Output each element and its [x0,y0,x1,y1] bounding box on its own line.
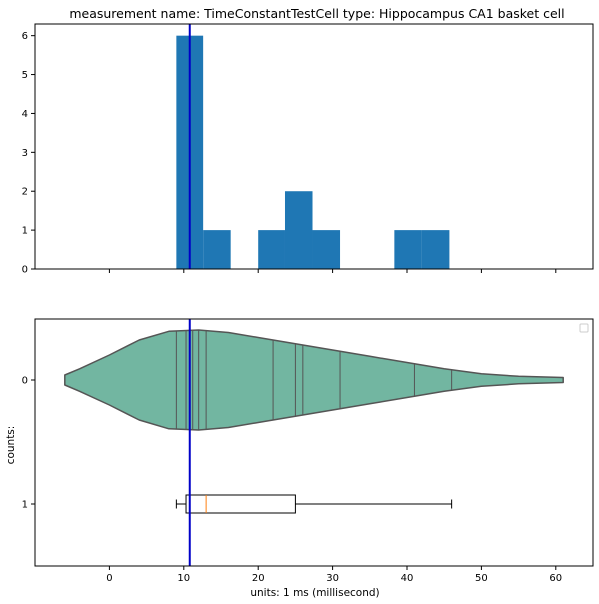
distribution-x-ticks: 0 10 20 30 40 50 60 [106,566,562,584]
histogram-bar-3 [258,230,285,269]
distribution-y-tick-label-0: 0 [22,376,28,387]
histogram-y-tick-label-2: 2 [22,187,28,198]
histogram-y-tick-label-1: 1 [22,226,28,237]
histogram-y-tick-label-0: 0 [22,265,28,276]
histogram-bar-9 [421,230,450,269]
distribution-y-ticks: 01 [22,376,35,511]
histogram-y-tick-label-5: 5 [22,70,28,81]
distribution-panel: 0 10 20 30 40 50 60 01 [22,318,594,584]
histogram-x-ticks [108,269,557,273]
histogram-bar-4 [284,191,313,269]
legend-box [579,323,589,333]
chart-title: measurement name: TimeConstantTestCell t… [69,6,564,21]
histogram-bar-1 [203,230,231,269]
histogram-y-tick-label-3: 3 [22,148,28,159]
histogram-panel: 0 1 2 3 4 5 6 [22,23,594,276]
distribution-y-tick-label-1: 1 [22,500,28,511]
violin-observation-sticks [175,330,453,430]
distribution-x-tick-label-10: 10 [177,573,190,584]
x-axis-label: units: 1 ms (millisecond) [250,587,379,599]
distribution-x-tick-label-50: 50 [475,573,488,584]
histogram-y-tick-label-4: 4 [22,109,28,120]
histogram-y-ticks: 0 1 2 3 4 5 6 [22,31,35,276]
y-axis-label: counts: [5,426,17,465]
histogram-y-tick-label-6: 6 [22,31,28,42]
distribution-frame [34,318,594,567]
histogram-bars [176,35,450,269]
distribution-x-tick-label-40: 40 [401,573,414,584]
distribution-x-tick-label-60: 60 [549,573,562,584]
histogram-bar-5 [312,230,341,269]
histogram-bar-8 [394,230,422,269]
histogram-frame [34,23,594,270]
violin-shape [64,329,564,431]
distribution-x-tick-label-30: 30 [326,573,339,584]
boxplot [175,494,453,514]
boxplot-box [185,494,296,514]
distribution-x-tick-label-0: 0 [106,573,112,584]
distribution-x-tick-label-20: 20 [252,573,265,584]
